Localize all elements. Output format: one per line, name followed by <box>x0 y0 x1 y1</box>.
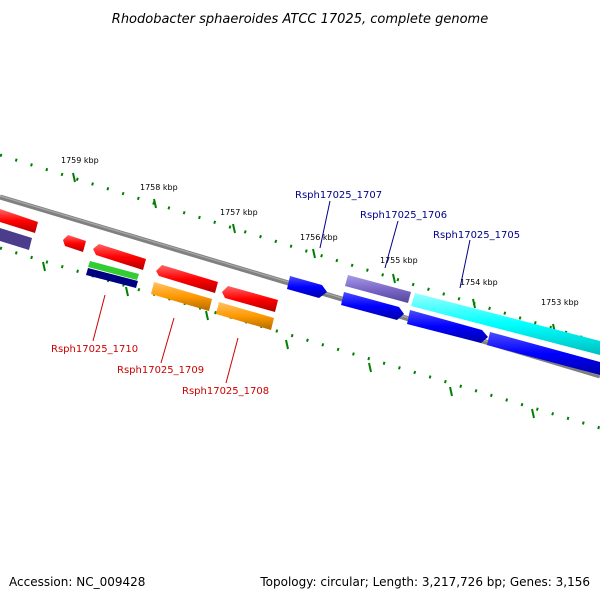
major-tick-1757 <box>232 223 236 234</box>
inner-major-tick-5 <box>368 362 372 373</box>
major-tick-1758 <box>153 198 157 209</box>
gene-orange-1708 <box>216 302 274 330</box>
forward-strand-genes <box>0 209 600 355</box>
leader-1710 <box>92 294 106 342</box>
accession-text: Accession: NC_009428 <box>9 575 145 589</box>
inner-major-tick-6 <box>449 386 453 397</box>
tick-label-1757: 1757 kbp <box>220 208 258 217</box>
gene-orange-1709 <box>151 282 212 311</box>
inner-major-tick-4 <box>285 339 289 350</box>
outer-tick-ring <box>0 153 600 345</box>
leader-1706 <box>384 220 399 269</box>
genome-summary-text: Topology: circular; Length: 3,217,726 bp… <box>259 575 590 589</box>
tick-label-1753: 1753 kbp <box>541 298 579 307</box>
gene-label-1710: Rsph17025_1710 <box>51 344 138 355</box>
tick-label-1759: 1759 kbp <box>61 156 99 165</box>
inner-major-tick-2 <box>125 286 129 297</box>
gene-green-1710 <box>88 261 139 280</box>
inner-major-tick-1 <box>42 261 46 272</box>
gene-blue-1705a <box>407 310 488 343</box>
major-tick-1756 <box>312 248 316 259</box>
gene-label-1706: Rsph17025_1706 <box>360 210 447 221</box>
gene-label-1709: Rsph17025_1709 <box>117 365 204 376</box>
tick-label-1756: 1756 kbp <box>300 233 338 242</box>
map-title: Rhodobacter sphaeroides ATCC 17025, comp… <box>112 12 488 27</box>
gene-red-1708 <box>222 286 278 312</box>
gene-blue-1706 <box>341 292 404 320</box>
gene-purple-1706 <box>345 275 411 303</box>
tick-label-1754: 1754 kbp <box>460 278 498 287</box>
tick-label-1755: 1755 kbp <box>380 256 418 265</box>
inner-major-tick-3 <box>205 310 209 321</box>
leader-1707 <box>319 200 331 249</box>
gene-cyan-1705 <box>411 293 600 355</box>
gene-label-1705: Rsph17025_1705 <box>433 230 520 241</box>
tick-label-1758: 1758 kbp <box>140 183 178 192</box>
outer-minor-ticks <box>0 153 600 345</box>
gene-red-forward-1709 <box>156 265 218 293</box>
gene-label-1707: Rsph17025_1707 <box>295 190 382 201</box>
major-tick-1755 <box>392 273 396 284</box>
leader-1709 <box>160 317 175 364</box>
major-tick-1759 <box>72 172 76 183</box>
gene-purple-reverse-left-edge <box>0 228 32 250</box>
gene-red-forward-left-edge <box>0 209 38 233</box>
gene-label-1708: Rsph17025_1708 <box>182 386 269 397</box>
inner-tick-ring <box>0 246 600 430</box>
gene-blue-1707 <box>287 276 327 298</box>
inner-major-tick-7 <box>531 408 535 419</box>
reverse-strand-genes <box>0 228 600 375</box>
major-tick-1754 <box>472 298 476 309</box>
gene-blue-1705b <box>487 332 600 375</box>
gene-navy-1710 <box>86 268 138 288</box>
gene-red-1710 <box>93 244 146 270</box>
gene-red-small-1710 <box>63 235 86 252</box>
leader-1708 <box>225 337 239 384</box>
leader-1705 <box>459 239 471 289</box>
label-leaders <box>92 200 471 384</box>
